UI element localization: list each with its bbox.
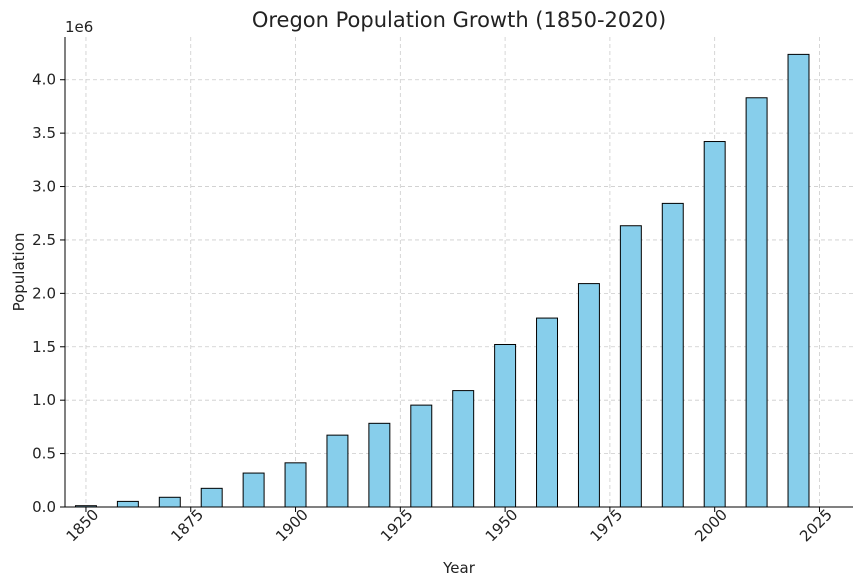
bar-1970 (577, 283, 600, 508)
y-tick-label: 0.0 (32, 498, 56, 516)
bar-1890 (242, 472, 265, 508)
bar-1920 (368, 422, 391, 508)
x-tick-label: 1900 (272, 506, 312, 546)
y-tick-label: 4.0 (32, 71, 56, 89)
bar-2010 (745, 97, 768, 508)
bar-1860 (116, 500, 139, 508)
x-tick-label: 1875 (167, 506, 207, 546)
y-tick-label: 1.0 (32, 391, 56, 409)
bar-1910 (326, 434, 349, 508)
y-axis-title: Population (10, 233, 28, 312)
x-axis-title: Year (442, 559, 476, 577)
bars (74, 53, 810, 508)
x-tick-label: 2000 (691, 506, 731, 546)
y-tick-label: 2.0 (32, 284, 56, 302)
axes (64, 37, 853, 508)
bar-2000 (703, 141, 726, 508)
bar-1880 (200, 487, 223, 508)
x-tick-label: 1850 (63, 506, 103, 546)
bar-1960 (536, 317, 558, 508)
bar-1950 (494, 343, 517, 508)
y-tick-label: 1.5 (32, 338, 56, 356)
x-tick-label: 2025 (796, 506, 836, 546)
bar-1990 (661, 202, 684, 508)
bar-1900 (284, 462, 307, 508)
bar-1980 (619, 225, 642, 508)
y-tick-label: 3.0 (32, 178, 56, 196)
bar-1940 (452, 390, 475, 508)
bar-1870 (158, 496, 181, 508)
bar-1930 (410, 404, 433, 508)
y-tick-label: 3.5 (32, 124, 56, 142)
x-tick-label: 1950 (482, 506, 522, 546)
y-tick-label: 2.5 (32, 231, 56, 249)
chart-title: Oregon Population Growth (1850-2020) (252, 8, 666, 32)
x-tick-label: 1925 (377, 506, 417, 546)
bar-2020 (787, 53, 810, 508)
x-tick-label: 1975 (586, 506, 626, 546)
y-tick-label: 0.5 (32, 445, 56, 463)
y-offset-label: 1e6 (65, 18, 93, 36)
